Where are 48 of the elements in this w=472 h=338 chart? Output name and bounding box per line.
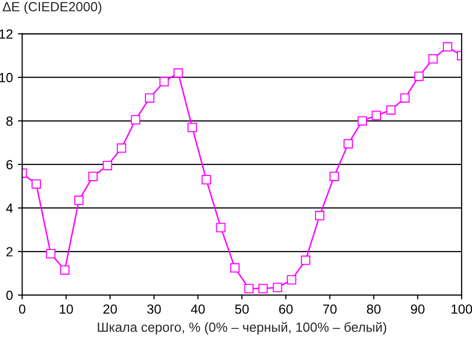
x-tick-label: 50 bbox=[235, 304, 249, 314]
point bbox=[300, 256, 310, 265]
point bbox=[358, 116, 367, 126]
y-tick-label: 8 bbox=[6, 116, 13, 126]
point bbox=[144, 93, 154, 103]
point bbox=[258, 284, 268, 294]
point bbox=[286, 275, 296, 285]
x-tick-label: 10 bbox=[60, 304, 73, 314]
y-tick-label: 2 bbox=[6, 247, 12, 256]
x-tick-label: 40 bbox=[190, 304, 205, 314]
point bbox=[173, 68, 183, 78]
x-tick-label: 20 bbox=[103, 304, 117, 314]
x-tick-label: 100 bbox=[452, 304, 472, 314]
point bbox=[60, 265, 70, 275]
point bbox=[32, 179, 41, 189]
point bbox=[74, 196, 84, 206]
y-tick-label: 0 bbox=[6, 290, 13, 300]
y-axis-title: ΔE (CIEDE2000) bbox=[2, 2, 102, 14]
point bbox=[344, 139, 353, 148]
point bbox=[386, 105, 396, 115]
point bbox=[188, 122, 197, 132]
x-axis-title: Шкала серого, % (0% – черный, 100% – белый) bbox=[98, 322, 386, 334]
x-tick-label: 0 bbox=[19, 304, 26, 314]
point bbox=[116, 143, 126, 153]
point bbox=[230, 263, 240, 273]
point bbox=[428, 54, 438, 64]
point bbox=[130, 115, 140, 124]
point bbox=[202, 174, 211, 184]
x-tick-label: 60 bbox=[279, 304, 293, 314]
x-tick-label: 70 bbox=[323, 304, 337, 314]
point bbox=[372, 110, 382, 120]
y-tick-label: 4 bbox=[6, 204, 13, 213]
point bbox=[88, 172, 98, 182]
point bbox=[414, 72, 424, 81]
point bbox=[400, 93, 410, 103]
point bbox=[314, 210, 324, 220]
point bbox=[272, 282, 282, 292]
x-tick-label: 90 bbox=[410, 304, 424, 314]
point bbox=[442, 42, 452, 52]
point bbox=[159, 77, 169, 86]
point bbox=[102, 160, 112, 170]
x-tick-label: 80 bbox=[366, 304, 381, 314]
point bbox=[329, 172, 339, 182]
y-tick-label: 6 bbox=[6, 160, 13, 170]
point bbox=[216, 222, 226, 232]
point bbox=[46, 249, 56, 258]
point bbox=[244, 284, 254, 294]
x-tick-label: 30 bbox=[147, 304, 161, 314]
